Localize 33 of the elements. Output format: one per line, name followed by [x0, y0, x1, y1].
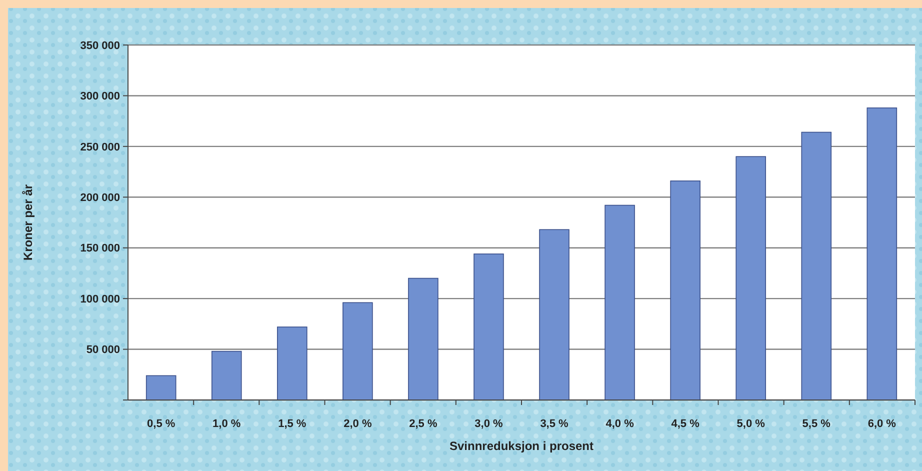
bar: [474, 254, 504, 400]
bar: [277, 326, 308, 400]
bar: [211, 350, 242, 400]
bar: [670, 180, 700, 400]
bar: [539, 229, 570, 400]
y-tick-label: 50 000: [86, 344, 120, 356]
bar: [342, 302, 373, 400]
y-tick-label: 200 000: [80, 192, 120, 204]
x-tick-label: 0,5 %: [147, 418, 176, 430]
x-tick-label: 4,0 %: [606, 418, 634, 430]
y-tick-label: 150 000: [80, 242, 120, 255]
x-axis-title: Svinnreduksjon i prosent: [449, 439, 594, 453]
bar: [801, 132, 832, 400]
y-tick-label: 300 000: [80, 90, 120, 103]
x-tick-label: 6,0 %: [868, 418, 896, 430]
bar: [736, 156, 766, 400]
x-tick-label: 1,0 %: [212, 418, 241, 430]
bar: [146, 375, 176, 400]
y-tick-label: 100 000: [80, 293, 120, 306]
x-tick-label: 3,5 %: [540, 418, 569, 430]
y-tick-label: 350 000: [80, 40, 120, 52]
x-tick-label: 1,5 %: [278, 418, 306, 430]
x-tick-label: 2,5 %: [409, 418, 438, 430]
x-tick-label: 4,5 %: [671, 418, 700, 430]
x-tick-label: 2,0 %: [344, 418, 372, 430]
bar: [866, 107, 898, 400]
x-tick-label: 5,0 %: [736, 418, 766, 430]
x-tick-label: 5,5 %: [802, 418, 831, 430]
y-tick-label: 250 000: [80, 141, 120, 154]
y-axis-title: Kroner per år: [21, 184, 35, 261]
bar: [604, 204, 635, 400]
bar: [408, 278, 438, 400]
x-tick-label: 3,0 %: [474, 418, 504, 430]
